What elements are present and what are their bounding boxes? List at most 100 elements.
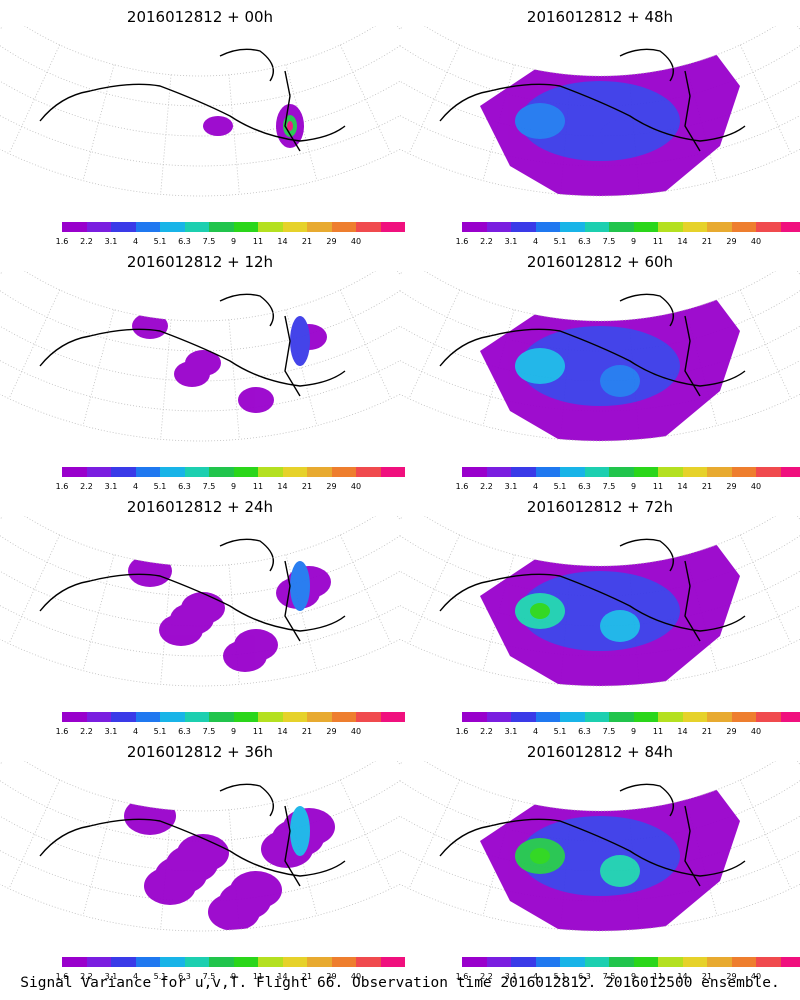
colorbar-tick-label: 2.2	[80, 972, 93, 981]
colorbar-swatch	[584, 957, 609, 967]
colorbar-tick-label: 2.2	[480, 972, 493, 981]
variance-field	[203, 104, 304, 148]
colorbar-tick-label: 40	[350, 727, 362, 736]
colorbar-swatch	[111, 222, 136, 232]
colorbar-tick-label: 1.6	[55, 237, 69, 246]
colorbar-tick-label: 3.1	[104, 482, 118, 491]
colorbar-swatch	[160, 957, 185, 967]
colorbar-tick-label: 4	[532, 972, 539, 981]
colorbar-swatch	[535, 712, 560, 722]
colorbar-tick-label: 4	[532, 727, 539, 736]
colorbar-swatch	[560, 222, 585, 232]
colorbar-swatch	[584, 467, 609, 477]
colorbar-swatch	[111, 712, 136, 722]
colorbar-swatch	[486, 467, 511, 477]
colorbar-swatch	[258, 467, 283, 477]
forecast-map	[0, 761, 400, 932]
colorbar-tick-label: 5.1	[553, 727, 567, 736]
colorbar-swatch	[184, 222, 209, 232]
panel-title: 2016012812 + 12h	[126, 253, 274, 271]
colorbar-swatch	[560, 467, 585, 477]
colorbar-swatch	[707, 712, 732, 722]
colorbar	[62, 467, 405, 477]
colorbar-swatch	[282, 467, 307, 477]
colorbar-tick-label: 1.6	[455, 237, 469, 246]
colorbar-tick-label: 14	[277, 972, 288, 981]
colorbar-swatch	[111, 467, 136, 477]
colorbar-swatch	[609, 957, 634, 967]
colorbar-swatch	[756, 712, 781, 722]
colorbar-tick-label: 7.5	[202, 727, 216, 736]
map-panel: 2016012812 + 60h 1.6 2.2 3.1 4 5.1 6.3 7.5 9 11 14…	[400, 245, 800, 491]
colorbar-tick-label: 7.5	[202, 972, 216, 981]
colorbar-tick-label: 40	[350, 237, 362, 246]
colorbar-tick-label: 11	[652, 727, 664, 736]
colorbar-swatch	[707, 222, 732, 232]
colorbar-swatch	[184, 467, 209, 477]
colorbar-tick-label: 5.1	[553, 237, 567, 246]
colorbar-tick-label: 5.1	[153, 237, 167, 246]
colorbar-swatch	[331, 222, 356, 232]
colorbar-tick-label: 9	[630, 727, 637, 736]
colorbar-tick-label: 6.3	[178, 972, 191, 981]
colorbar-swatch	[184, 712, 209, 722]
panel-title: 2016012812 + 36h	[126, 743, 274, 761]
colorbar-tick-label: 21	[701, 482, 713, 491]
colorbar-swatch	[282, 712, 307, 722]
colorbar-swatch	[258, 957, 283, 967]
colorbar-swatch	[731, 957, 756, 967]
colorbar-swatch	[86, 222, 111, 232]
panel-title: 2016012812 + 84h	[526, 743, 674, 761]
colorbar-tick-label: 1.6	[55, 972, 69, 981]
colorbar-tick-label: 29	[726, 972, 737, 981]
colorbar-tick-label: 14	[677, 727, 688, 736]
colorbar-tick-label: 4	[132, 972, 139, 981]
colorbar-swatch	[560, 712, 585, 722]
map-panel: 2016012812 + 12h 1.6 2.2 3.1 4 5.1 6.3 7.5 9 11 14…	[0, 245, 405, 491]
colorbar-swatch	[356, 467, 381, 477]
colorbar-swatch	[682, 467, 707, 477]
colorbar-tick-label: 9	[630, 482, 637, 491]
map-panel: 2016012812 + 00h 1.6 2.2 3.1 4 5.1 6.3 7.5 9 11 14…	[0, 0, 405, 246]
colorbar-swatch	[258, 222, 283, 232]
colorbar-swatch	[380, 957, 405, 967]
map-panel: 2016012812 + 48h 1.6 2.2 3.1 4 5.1 6.3 7.5 9 11 14…	[400, 0, 800, 246]
forecast-map	[400, 271, 800, 442]
colorbar-swatch	[486, 222, 511, 232]
colorbar-swatch	[380, 222, 405, 232]
colorbar-swatch	[682, 222, 707, 232]
colorbar	[62, 957, 405, 967]
colorbar-swatch	[511, 957, 536, 967]
colorbar-tick-label: 1.6	[455, 972, 469, 981]
colorbar-swatch	[731, 712, 756, 722]
colorbar-swatch	[380, 467, 405, 477]
colorbar-tick-label: 3.1	[104, 727, 118, 736]
colorbar-tick-label: 2.2	[480, 727, 493, 736]
colorbar-tick-label: 6.3	[578, 972, 591, 981]
colorbar-tick-label: 11	[252, 972, 264, 981]
colorbar-tick-label: 21	[701, 727, 713, 736]
colorbar-tick-label: 3.1	[504, 972, 518, 981]
colorbar-tick-label: 1.6	[55, 727, 69, 736]
colorbar-swatch	[135, 712, 160, 722]
variance-field	[480, 291, 740, 441]
colorbar-swatch	[62, 957, 87, 967]
colorbar-swatch	[331, 712, 356, 722]
colorbar-swatch	[209, 957, 234, 967]
colorbar-tick-label: 6.3	[578, 237, 591, 246]
map-panel: 2016012812 + 24h 1.6 2.2 3.1 4 5.1 6.3 7.5 9 11 14…	[0, 490, 405, 736]
colorbar-swatch	[135, 467, 160, 477]
colorbar-swatch	[658, 712, 683, 722]
colorbar-tick-label: 5.1	[553, 972, 567, 981]
colorbar-tick-label: 40	[350, 482, 362, 491]
colorbar-swatch	[233, 712, 258, 722]
colorbar-swatch	[658, 957, 683, 967]
colorbar-swatch	[135, 222, 160, 232]
colorbar-tick-label: 29	[326, 482, 337, 491]
colorbar-swatch	[609, 222, 634, 232]
colorbar-tick-label: 5.1	[553, 482, 567, 491]
colorbar-swatch	[682, 712, 707, 722]
colorbar-tick-label: 14	[677, 237, 688, 246]
colorbar-swatch	[633, 467, 658, 477]
colorbar-tick-label: 3.1	[104, 972, 118, 981]
